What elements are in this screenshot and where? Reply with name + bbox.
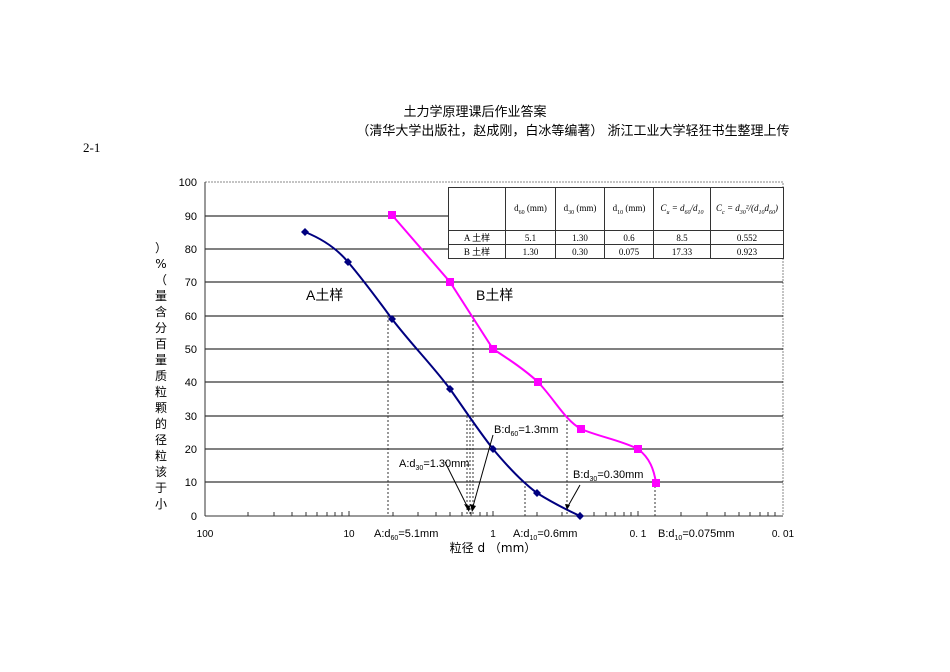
svg-text:B:d10=0.075mm: B:d10=0.075mm — [658, 528, 735, 542]
svg-text:10: 10 — [343, 529, 355, 540]
svg-text:60: 60 — [185, 311, 197, 323]
svg-text:100: 100 — [179, 177, 197, 189]
cell-d30: 1.30 — [555, 230, 605, 245]
cell-cu: 17.33 — [653, 244, 711, 259]
cell-cu: 8.5 — [653, 230, 711, 245]
y-tick-labels: 0 10 20 30 40 50 60 70 80 90 100 — [179, 177, 197, 523]
cell-d30: 0.30 — [555, 244, 605, 259]
svg-text:0. 1: 0. 1 — [630, 529, 647, 540]
arrow-heads — [464, 504, 570, 512]
svg-text:50: 50 — [185, 344, 197, 356]
annotations: A:d30=1.30mm B:d60=1.3mm B:d30=0.30mm A:… — [374, 424, 735, 542]
cell-d60: 5.1 — [505, 230, 556, 245]
svg-text:B:d60=1.3mm: B:d60=1.3mm — [494, 424, 558, 438]
svg-text:B:d30=0.30mm: B:d30=0.30mm — [573, 469, 643, 483]
problem-number: 2-1 — [83, 140, 101, 155]
annotation-arrows — [444, 434, 581, 511]
table-row: B 土样 1.30 0.30 0.075 17.33 0.923 — [448, 244, 784, 259]
header-cc: Cc = d30²/(d10d60) — [710, 187, 784, 231]
y-axis-label: ） %（量含分百量质粒颗的径粒该于小 — [154, 241, 167, 511]
svg-text:A:d30=1.30mm: A:d30=1.30mm — [399, 458, 469, 472]
row-label: B 土样 — [448, 244, 506, 259]
svg-text:90: 90 — [185, 211, 197, 223]
row-label: A 土样 — [448, 230, 506, 245]
header-d60: d60 (mm) — [505, 187, 556, 231]
svg-text:20: 20 — [185, 444, 197, 456]
cell-cc: 0.552 — [710, 230, 784, 245]
page-subtitle: （清华大学出版社，赵成刚，白冰等编著） 浙江工业大学轻狂书生整理上传 — [356, 124, 790, 139]
cell-cc: 0.923 — [710, 244, 784, 259]
svg-text:1: 1 — [490, 529, 496, 540]
svg-text:A:d60=5.1mm: A:d60=5.1mm — [374, 528, 438, 542]
reference-lines — [387, 316, 656, 516]
header-cu: Cu = d60/d10 — [653, 187, 711, 231]
svg-text:A:d10=0.6mm: A:d10=0.6mm — [513, 528, 577, 542]
svg-text:10: 10 — [185, 477, 197, 489]
cell-d60: 1.30 — [505, 244, 556, 259]
header-d30: d30 (mm) — [555, 187, 605, 231]
series-a-label: A土样 — [306, 287, 343, 303]
svg-text:0: 0 — [191, 511, 197, 523]
page-title: 土力学原理课后作业答案 — [403, 105, 547, 120]
cell-d10: 0.6 — [604, 230, 654, 245]
header-d10: d10 (mm) — [604, 187, 654, 231]
svg-text:40: 40 — [185, 377, 197, 389]
svg-text:30: 30 — [185, 411, 197, 423]
table-row: A 土样 5.1 1.30 0.6 8.5 0.552 — [448, 230, 784, 245]
svg-text:70: 70 — [185, 277, 197, 289]
series-b-label: B土样 — [476, 287, 513, 303]
x-minor-ticks — [247, 511, 776, 516]
cell-d10: 0.075 — [604, 244, 654, 259]
header-empty — [448, 187, 506, 231]
svg-text:0. 01: 0. 01 — [772, 529, 795, 540]
gradation-table: d60 (mm) d30 (mm) d10 (mm) Cu = d60/d10 … — [448, 187, 784, 259]
x-tick-labels: 100 10 1 0. 1 0. 01 — [197, 529, 795, 540]
svg-text:80: 80 — [185, 244, 197, 256]
series-a-markers — [301, 228, 584, 520]
series-b-markers — [388, 211, 660, 487]
svg-text:100: 100 — [197, 529, 214, 540]
x-axis-label: 粒径 d （mm） — [450, 540, 537, 555]
